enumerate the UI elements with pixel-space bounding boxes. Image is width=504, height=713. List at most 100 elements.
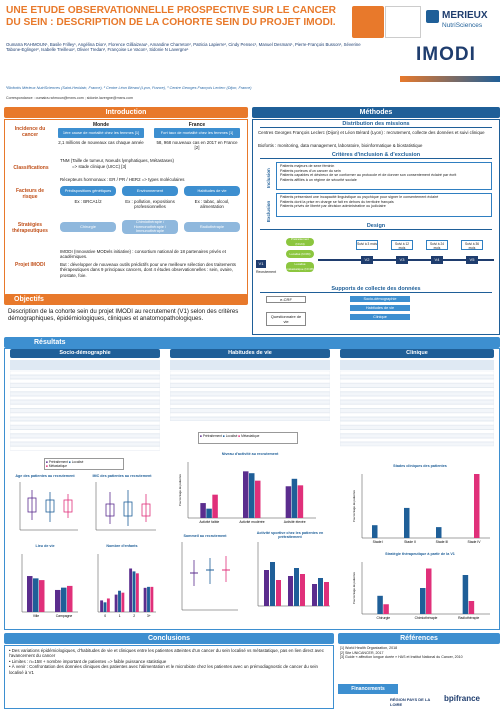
chart-bar <box>103 602 107 612</box>
inclusion-item: Patients porteurs d'un cancer du sein <box>280 168 341 173</box>
legend-loc: Localisé <box>225 434 238 438</box>
methodes-heading: Méthodes <box>252 107 500 118</box>
sommeil-chart <box>181 542 238 611</box>
sub-clinique: Clinique <box>340 349 494 358</box>
reference-item: [2] Site UNICANCER, 2017 <box>340 650 384 655</box>
sub-socio: Socio-démographie <box>10 349 160 358</box>
followup-12m: Suivi à 12 mois <box>391 240 413 250</box>
chart-bar <box>462 575 469 614</box>
chart-tick-label: 0 <box>104 614 106 618</box>
resultats-heading: Résultats <box>4 337 500 348</box>
table-row <box>340 412 494 417</box>
chart-bar <box>243 471 249 518</box>
references-heading: Références <box>338 633 500 644</box>
chart-bar <box>200 503 206 518</box>
chart-axis <box>187 462 316 519</box>
therapy-label: Stratégies thérapeutiques <box>12 222 48 234</box>
visit-v4: V4 <box>431 256 443 264</box>
chart-tick-label: Radiothérapie <box>458 616 479 620</box>
chart-title-age: Age des patientes au recrutement <box>15 474 75 478</box>
chart-tick-label: Chimiothérapie <box>415 616 438 620</box>
imc-box-meta <box>141 494 151 522</box>
chart-bar <box>297 485 304 518</box>
chart-bar <box>468 601 475 614</box>
chart-bar <box>383 604 389 614</box>
therapy-radio: Radiothérapie <box>184 222 240 232</box>
age-box-pre <box>27 490 37 520</box>
table-row <box>10 438 160 442</box>
table-row <box>340 383 494 388</box>
poster-title: UNE ETUDE OBSERVATIONNELLE PROSPECTIVE S… <box>6 5 336 28</box>
table-row <box>170 391 330 396</box>
reference-item: [3] Guide « affection longue durée » HAS… <box>340 655 463 660</box>
table-row <box>340 396 494 400</box>
legend-meta: Métastatique <box>48 464 68 468</box>
visit-v1: V1 <box>256 260 266 268</box>
table-row <box>170 412 330 417</box>
table-row <box>10 425 160 430</box>
collect-clinique: Clinique <box>350 314 410 320</box>
authors: Oumaïra RAHMOUN¹, Basile Frilley¹, Angél… <box>6 42 361 53</box>
sleep-meta <box>222 556 230 582</box>
methodes-panel <box>252 119 500 335</box>
sub-habitudes: Habitudes de vie <box>170 349 330 358</box>
table-row <box>10 442 160 447</box>
chart-bar <box>61 587 67 612</box>
chart-title-lieu: Lieu de vie <box>35 544 55 548</box>
chart-bar <box>39 580 45 612</box>
collect-habitudes: Habitudes de vie <box>350 305 410 311</box>
project-label: Projet IMODI <box>14 262 45 268</box>
legend-pre: Prétraitement <box>202 434 222 438</box>
chart-bar <box>426 568 432 614</box>
legend-pre: Prétraitement <box>48 460 68 464</box>
chart-tick-label: Stade III <box>436 540 449 544</box>
chart-bar <box>377 595 383 614</box>
introduction-heading: Introduction <box>4 107 248 118</box>
visit-v3: V3 <box>396 256 408 264</box>
chart-tick-label: 3+ <box>147 614 151 618</box>
incidence-label: Incidence du cancer <box>14 126 46 138</box>
project-text2: But : développer de nouveaux outils préd… <box>60 262 236 278</box>
table-row <box>340 379 494 384</box>
chart-bar <box>420 588 426 614</box>
crf-label: e-CRF <box>266 296 306 303</box>
table-row <box>340 391 494 396</box>
chart-bar <box>150 586 154 612</box>
project-text1: IMODI (Innovative MODels initiative) : c… <box>60 249 226 260</box>
chart-bar <box>100 600 104 612</box>
table-row <box>170 408 330 413</box>
table-row <box>340 408 494 413</box>
imc-box-loc <box>123 490 133 526</box>
age-box-loc <box>45 492 55 522</box>
table-row <box>170 375 330 379</box>
table-row <box>10 400 160 405</box>
chart-y-label: Pourcentage de patientes <box>178 473 182 505</box>
conclusion-item: • Limites : n=158 + nombre important de … <box>9 658 167 664</box>
therapy-chemo: Chimiothérapie / Hormonothérapie / Immun… <box>122 219 178 234</box>
chart-bar <box>212 494 218 518</box>
collect-title: Supports de collecte des données <box>260 286 492 293</box>
risk-example-genetic: Ex : BRCA1/2 <box>74 199 102 204</box>
table-row <box>170 400 330 405</box>
chart-tick-label: Activité modérée <box>239 520 264 524</box>
references-list: [1] World Health Organization, 2018 [2] … <box>340 646 500 660</box>
classif-label: Classifications <box>13 165 49 171</box>
table-row <box>340 417 494 421</box>
enfants-chart: 0 1 2 3+ <box>97 554 156 618</box>
chart-bar <box>206 508 212 518</box>
chart-tick-label: Ville <box>33 614 39 618</box>
table-row <box>10 387 160 392</box>
lieu-chart: Ville Campagne <box>21 554 78 618</box>
introduction-panel <box>4 119 248 302</box>
exclusion-item: Patients présentant une incapacité lingu… <box>280 195 439 199</box>
chart-title-activite: Niveau d'activité au recrutement <box>221 452 279 456</box>
chart-axis <box>361 474 490 539</box>
chart-tick-label: Activité faible <box>199 520 219 524</box>
reference-item: [1] World Health Organization, 2018 <box>340 646 398 650</box>
world-rank: 1ère cause de mortalité chez les femmes … <box>58 128 144 138</box>
chart-bar <box>106 598 110 612</box>
criteria-title: Critères d'inclusion & d'exclusion <box>260 152 492 159</box>
habitudes-table <box>170 360 330 421</box>
followup-3m: Suivi à 3 mois <box>356 240 378 250</box>
sleep-pre <box>190 560 198 586</box>
